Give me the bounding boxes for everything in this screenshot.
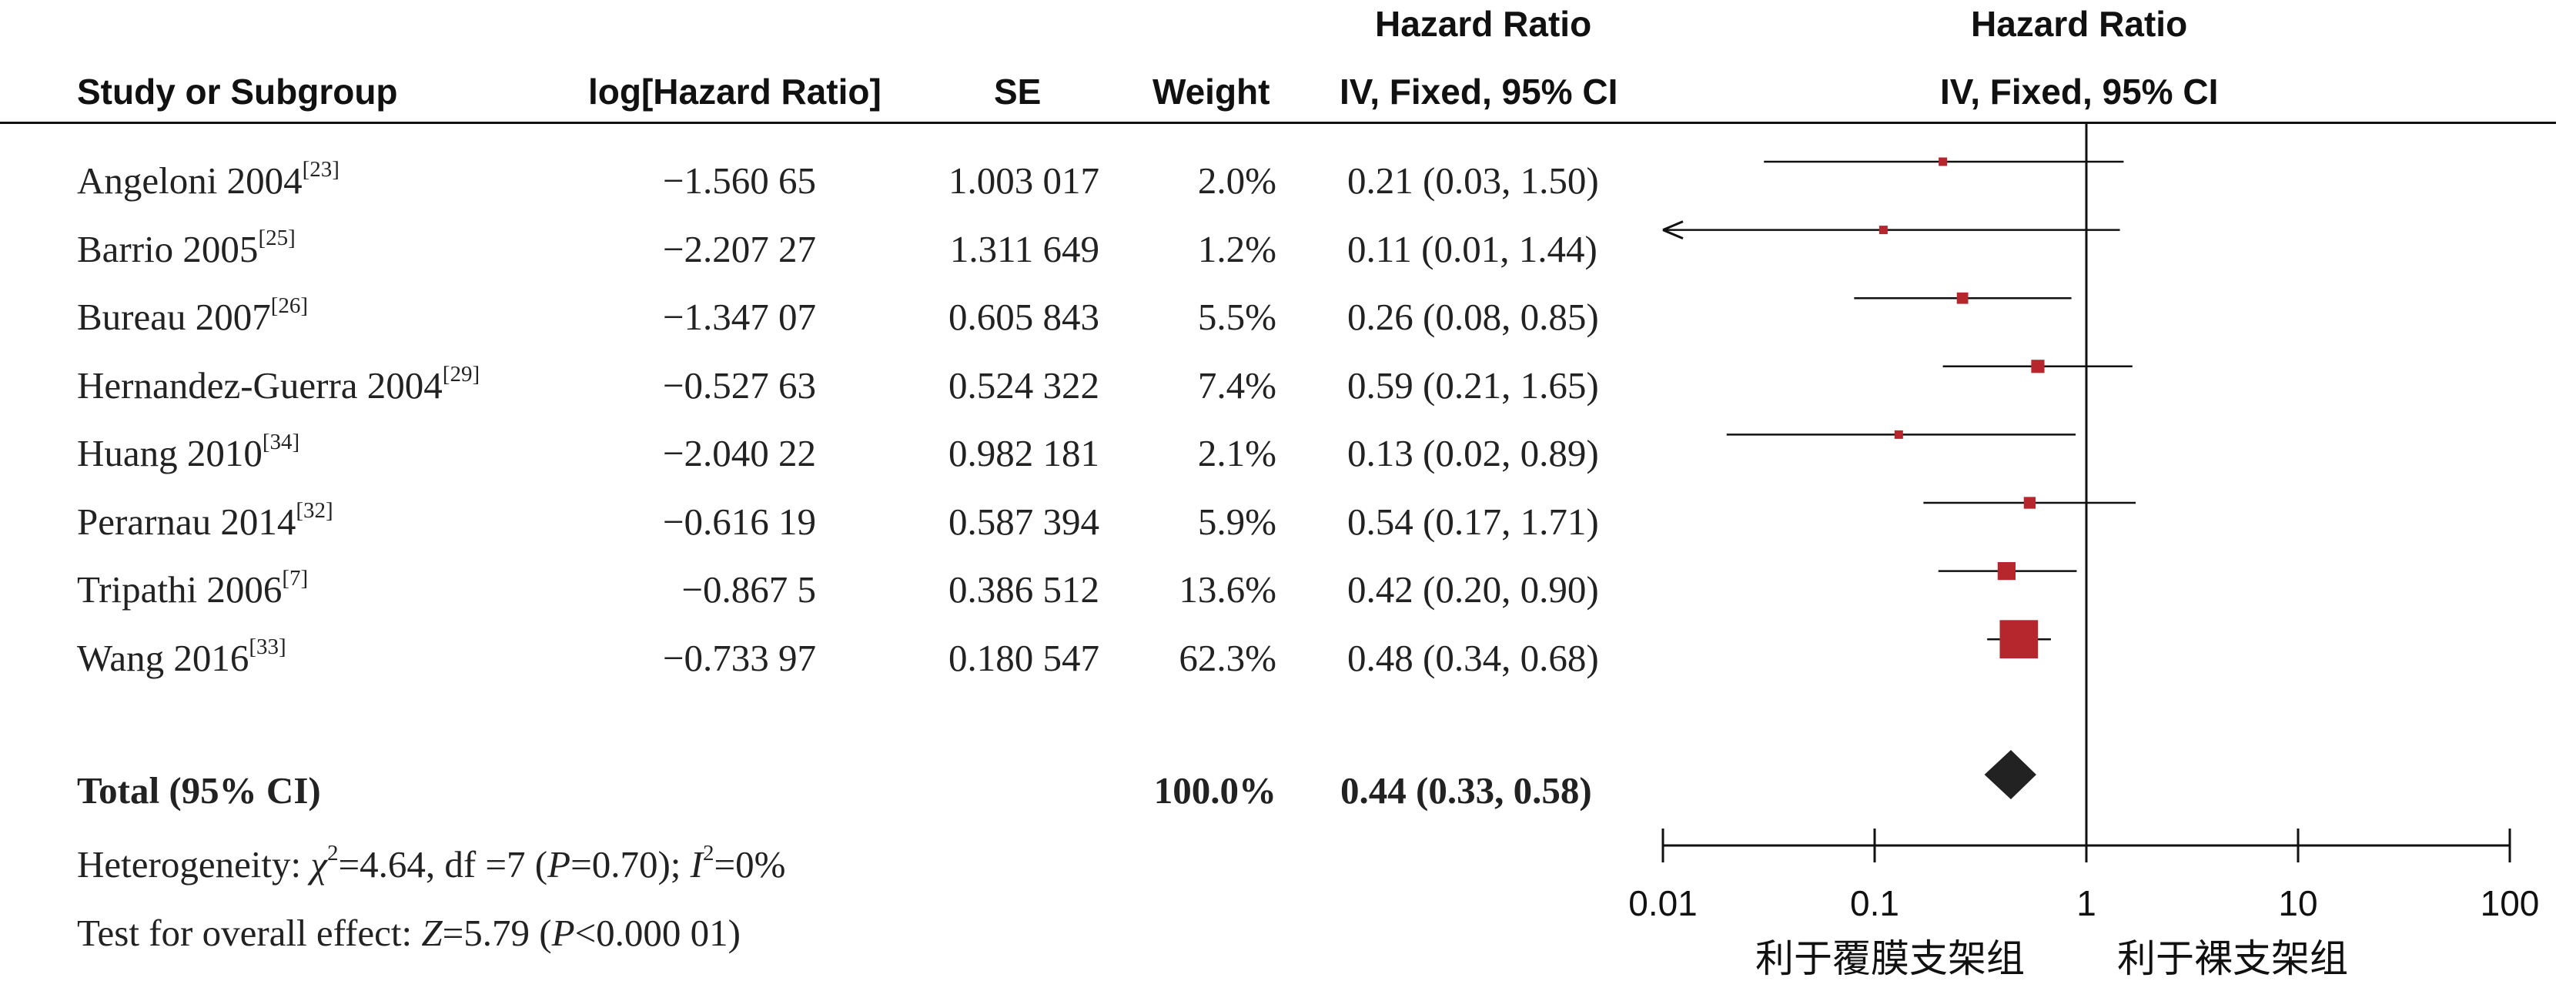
study-marker (1878, 226, 1888, 235)
header-study: Study or Subgroup (77, 72, 398, 112)
weight-value: 2.0% (1197, 159, 1276, 202)
log-hr-value: −2.040 22 (662, 432, 816, 474)
ci-arrow (1662, 220, 1684, 239)
total-label: Total (95% CI) (77, 769, 321, 812)
study-marker (1956, 292, 1969, 304)
se-value: 0.386 512 (948, 568, 1099, 611)
study-name: Tripathi 2006[7] (77, 566, 309, 611)
total-weight: 100.0% (1153, 769, 1276, 812)
heterogeneity-text: Heterogeneity: χ2=4.64, df =7 (P=0.70); … (77, 841, 786, 886)
header-plot-hazard-ratio-top: Hazard Ratio (1971, 4, 2188, 44)
log-hr-value: −0.616 19 (662, 501, 816, 543)
log-hr-value: −0.867 5 (681, 568, 816, 611)
header-weight: Weight (1153, 72, 1270, 112)
study-marker (1999, 620, 2039, 659)
log-hr-value: −1.560 65 (662, 159, 816, 202)
study-name: Angeloni 2004[23] (77, 157, 340, 202)
se-value: 0.180 547 (948, 637, 1099, 679)
header-hazard-ratio-sub: IV, Fixed, 95% CI (1340, 72, 1618, 112)
weight-value: 5.5% (1197, 296, 1276, 338)
total-hr-ci: 0.44 (0.33, 0.58) (1340, 769, 1592, 812)
se-value: 0.982 181 (948, 432, 1099, 474)
axis-label-favours-covered: 利于覆膜支架组 (1755, 936, 2025, 981)
x-tick-label: 0.01 (1628, 883, 1698, 923)
weight-value: 2.1% (1197, 432, 1276, 474)
se-value: 0.605 843 (948, 296, 1099, 338)
study-name: Perarnau 2014[32] (77, 498, 333, 543)
x-tick-label: 1 (2076, 883, 2096, 923)
study-marker (1894, 430, 1903, 439)
header-log-hazard-ratio: log[Hazard Ratio] (588, 72, 882, 112)
study-name: Barrio 2005[25] (77, 226, 296, 270)
weight-value: 7.4% (1197, 364, 1276, 407)
header-rule (0, 122, 2556, 124)
study-marker (1939, 157, 1948, 166)
study-name: Wang 2016[33] (77, 634, 286, 679)
se-value: 1.003 017 (948, 159, 1099, 202)
study-marker (1997, 561, 2016, 581)
weight-value: 1.2% (1197, 228, 1276, 270)
study-name: Bureau 2007[26] (77, 293, 309, 338)
x-tick-label: 0.1 (1850, 883, 1899, 923)
study-marker (2031, 360, 2045, 373)
study-name: Huang 2010[34] (77, 430, 300, 474)
study-marker (2023, 497, 2036, 509)
hr-ci-value: 0.59 (0.21, 1.65) (1347, 364, 1599, 407)
weight-value: 5.9% (1197, 501, 1276, 543)
header-hazard-ratio-top: Hazard Ratio (1375, 4, 1592, 44)
hr-ci-value: 0.26 (0.08, 0.85) (1347, 296, 1599, 338)
hr-ci-value: 0.21 (0.03, 1.50) (1347, 159, 1599, 202)
x-tick-label: 10 (2278, 883, 2318, 923)
header-se: SE (994, 72, 1042, 112)
log-hr-value: −0.527 63 (662, 364, 816, 407)
study-name: Hernandez-Guerra 2004[29] (77, 362, 480, 407)
total-diamond (1984, 750, 2036, 799)
hr-ci-value: 0.11 (0.01, 1.44) (1347, 228, 1597, 270)
log-hr-value: −0.733 97 (662, 637, 816, 679)
header-plot-hazard-ratio-sub: IV, Fixed, 95% CI (1940, 72, 2219, 112)
weight-value: 62.3% (1179, 637, 1276, 679)
hr-ci-value: 0.13 (0.02, 0.89) (1347, 432, 1599, 474)
axis-label-favours-bare: 利于裸支架组 (2117, 936, 2348, 981)
x-tick-label: 100 (2480, 883, 2540, 923)
se-value: 0.524 322 (948, 364, 1099, 407)
hr-ci-value: 0.42 (0.20, 0.90) (1347, 568, 1599, 611)
se-value: 0.587 394 (948, 501, 1099, 543)
log-hr-value: −2.207 27 (662, 228, 816, 270)
hr-ci-value: 0.48 (0.34, 0.68) (1347, 637, 1599, 679)
overall-effect-text: Test for overall effect: Z=5.79 (P<0.000… (77, 912, 741, 954)
log-hr-value: −1.347 07 (662, 296, 816, 338)
se-value: 1.311 649 (949, 228, 1099, 270)
hr-ci-value: 0.54 (0.17, 1.71) (1347, 501, 1599, 543)
weight-value: 13.6% (1179, 568, 1276, 611)
